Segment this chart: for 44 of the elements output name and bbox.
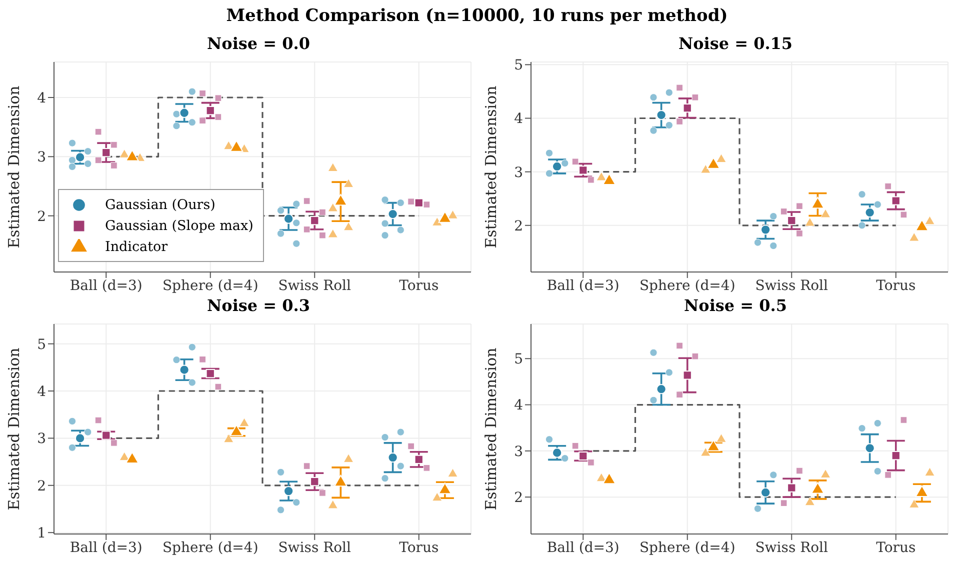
y-tick-label: 2 bbox=[37, 478, 46, 494]
y-tick-label: 3 bbox=[514, 164, 523, 181]
y-axis-title: Estimated Dimension bbox=[482, 347, 500, 510]
x-tick-label: Swiss Roll bbox=[278, 278, 352, 294]
chart-title: Noise = 0.5 bbox=[683, 296, 788, 317]
x-tick-label: Ball (d=3) bbox=[546, 278, 620, 294]
x-tick-label: Sphere (d=4) bbox=[162, 540, 258, 556]
text: Method Comparison (n=10000, 10 runs per method) bbox=[226, 6, 728, 26]
y-tick-label: 1 bbox=[37, 526, 46, 542]
y-tick-label: 4 bbox=[514, 398, 524, 414]
x-tick-label: Ball (d=3) bbox=[546, 540, 620, 556]
x-tick-label: Torus bbox=[399, 540, 439, 556]
chart-title: Noise = 0.15 bbox=[677, 34, 794, 55]
y-tick-label: 4 bbox=[37, 384, 46, 400]
x-tick-label: Torus bbox=[876, 540, 916, 556]
y-tick-label: 4 bbox=[37, 90, 46, 106]
x-tick-label: Ball (d=3) bbox=[70, 540, 142, 556]
x-tick-label: Sphere (d=4) bbox=[639, 278, 736, 294]
chart-title: Noise = 0.0 bbox=[206, 34, 311, 55]
legend-label: Indicator bbox=[105, 238, 168, 254]
legend-label: Gaussian (Ours) bbox=[105, 196, 216, 212]
y-tick-label: 5 bbox=[37, 336, 46, 353]
y-tick-label: 3 bbox=[514, 444, 523, 460]
y-tick-label: 2 bbox=[37, 208, 46, 225]
x-tick-label: Swiss Roll bbox=[755, 278, 829, 294]
y-tick-label: 2 bbox=[514, 490, 523, 506]
x-tick-label: Ball (d=3) bbox=[70, 278, 142, 294]
y-tick-label: 2 bbox=[514, 218, 523, 234]
x-tick-label: Swiss Roll bbox=[278, 540, 352, 556]
legend-label: Gaussian (Slope max) bbox=[105, 218, 254, 234]
y-axis-title: Estimated Dimension bbox=[5, 85, 23, 248]
y-tick-label: 5 bbox=[514, 58, 523, 74]
x-tick-label: Torus bbox=[399, 278, 439, 294]
y-tick-label: 4 bbox=[514, 111, 524, 128]
y-tick-label: 3 bbox=[37, 431, 46, 448]
x-tick-label: Sphere (d=4) bbox=[639, 540, 736, 556]
y-axis-title: Estimated Dimension bbox=[5, 347, 23, 510]
chart-title: Noise = 0.3 bbox=[206, 296, 311, 317]
y-tick-label: 5 bbox=[514, 352, 523, 368]
y-axis-title: Estimated Dimension bbox=[482, 85, 500, 248]
y-tick-label: 3 bbox=[37, 150, 46, 166]
x-tick-label: Torus bbox=[876, 278, 916, 294]
x-tick-label: Sphere (d=4) bbox=[162, 278, 258, 294]
x-tick-label: Swiss Roll bbox=[755, 540, 829, 556]
